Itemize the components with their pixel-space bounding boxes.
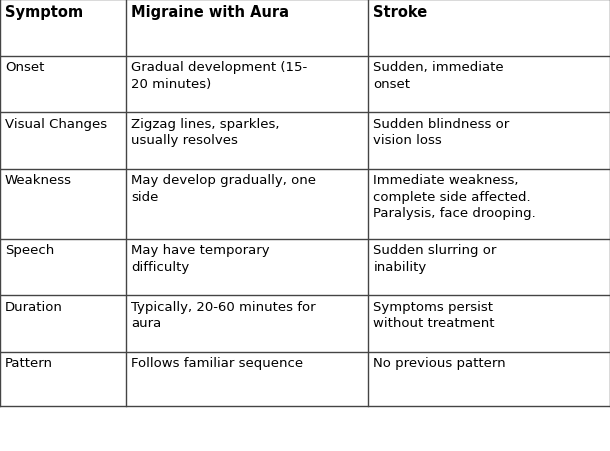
- Text: Typically, 20-60 minutes for
aura: Typically, 20-60 minutes for aura: [131, 300, 316, 329]
- Bar: [0, 239, 126, 295]
- Bar: [126, 0, 368, 56]
- Bar: [0, 169, 126, 239]
- Text: Stroke: Stroke: [373, 5, 428, 19]
- Text: Speech: Speech: [5, 244, 54, 257]
- Bar: [368, 239, 610, 295]
- Text: Sudden blindness or
vision loss: Sudden blindness or vision loss: [373, 117, 509, 147]
- Text: May develop gradually, one
side: May develop gradually, one side: [131, 174, 316, 203]
- Bar: [0, 56, 126, 113]
- Text: Onset: Onset: [5, 61, 45, 74]
- Text: Symptoms persist
without treatment: Symptoms persist without treatment: [373, 300, 495, 329]
- Text: Sudden, immediate
onset: Sudden, immediate onset: [373, 61, 504, 90]
- Bar: [368, 295, 610, 352]
- Bar: [0, 295, 126, 352]
- Text: Zigzag lines, sparkles,
usually resolves: Zigzag lines, sparkles, usually resolves: [131, 117, 279, 147]
- Text: Weakness: Weakness: [5, 174, 72, 187]
- Bar: [368, 0, 610, 56]
- Text: Sudden slurring or
inability: Sudden slurring or inability: [373, 244, 497, 273]
- Text: Migraine with Aura: Migraine with Aura: [131, 5, 289, 19]
- Bar: [0, 0, 126, 56]
- Text: No previous pattern: No previous pattern: [373, 356, 506, 369]
- Bar: [126, 239, 368, 295]
- Bar: [126, 352, 368, 406]
- Text: Gradual development (15-
20 minutes): Gradual development (15- 20 minutes): [131, 61, 307, 90]
- Bar: [126, 169, 368, 239]
- Text: May have temporary
difficulty: May have temporary difficulty: [131, 244, 270, 273]
- Text: Duration: Duration: [5, 300, 63, 313]
- Bar: [126, 295, 368, 352]
- Bar: [368, 169, 610, 239]
- Text: Immediate weakness,
complete side affected.
Paralysis, face drooping.: Immediate weakness, complete side affect…: [373, 174, 536, 220]
- Text: Visual Changes: Visual Changes: [5, 117, 107, 130]
- Text: Symptom: Symptom: [5, 5, 83, 19]
- Bar: [126, 56, 368, 113]
- Bar: [368, 56, 610, 113]
- Text: Pattern: Pattern: [5, 356, 53, 369]
- Bar: [368, 352, 610, 406]
- Bar: [0, 352, 126, 406]
- Bar: [126, 113, 368, 169]
- Bar: [0, 113, 126, 169]
- Text: Follows familiar sequence: Follows familiar sequence: [131, 356, 303, 369]
- Bar: [368, 113, 610, 169]
